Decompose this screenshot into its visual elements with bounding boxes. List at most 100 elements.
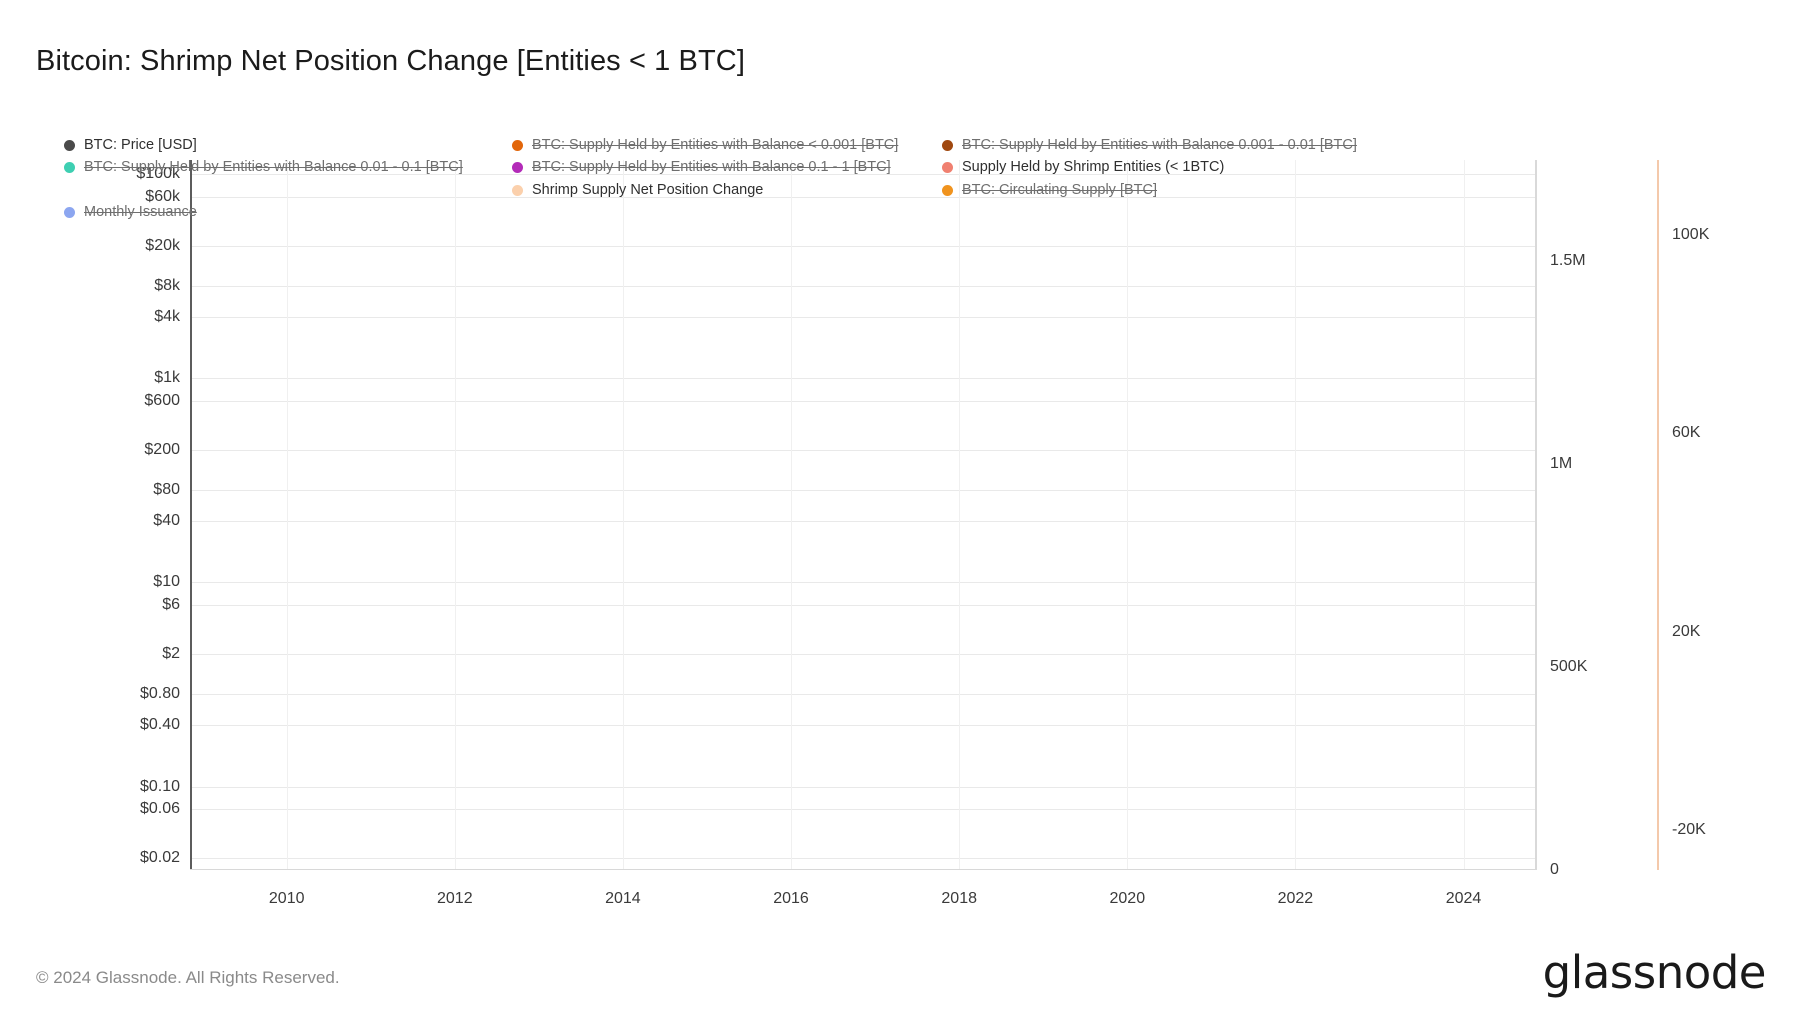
legend-color-dot-icon — [64, 161, 75, 173]
gridline — [190, 582, 1535, 584]
axis-right-secondary-tick-labels: 100K 60K 20K -20K — [1672, 160, 1792, 870]
axis-left-tick: $0.06 — [139, 800, 180, 818]
axis-right-secondary-tick: 20K — [1672, 622, 1701, 640]
gridline — [190, 286, 1535, 288]
axis-left-tick: $100k — [136, 165, 180, 183]
legend-color-dot-icon — [942, 139, 953, 151]
legend-color-dot-icon — [512, 139, 523, 151]
axis-right-primary-tick-labels: 1.5M 1M 500K 0 — [1550, 160, 1670, 878]
legend-item-label: BTC: Supply Held by Entities with Balanc… — [962, 137, 1357, 153]
legend-color-dot-icon — [942, 161, 953, 173]
axis-left-tick: $600 — [144, 392, 180, 409]
gridline — [190, 316, 1535, 318]
axis-x-tick: 2022 — [1277, 890, 1314, 907]
axis-left-tick: $10 — [153, 573, 180, 591]
legend-item[interactable]: BTC: Supply Held by Entities with Balanc… — [512, 160, 891, 175]
gridline — [190, 725, 1535, 727]
legend-color-dot-icon — [64, 139, 75, 151]
axis-left-tick: $0.80 — [139, 685, 180, 703]
legend-item[interactable]: Monthly Issuance — [64, 205, 197, 220]
legend-item[interactable]: BTC: Price [USD] — [64, 138, 197, 153]
axis-right-primary-tick: 1.5M — [1550, 252, 1586, 270]
legend-item-label: BTC: Price [USD] — [84, 137, 197, 153]
gridline — [190, 245, 1535, 247]
axis-left-tick: $4k — [154, 307, 180, 325]
gridline-vertical — [1295, 160, 1297, 870]
legend-color-dot-icon — [64, 206, 75, 218]
legend-item-label: BTC: Circulating Supply [BTC] — [962, 182, 1158, 198]
gridline — [190, 857, 1535, 859]
plot-background — [190, 160, 1535, 870]
axis-left-tick: $0.40 — [139, 716, 180, 734]
page-title: Bitcoin: Shrimp Net Position Change [Ent… — [36, 45, 745, 77]
axis-x-tick: 2020 — [1109, 890, 1146, 907]
legend-color-dot-icon — [942, 184, 953, 196]
axis-right-secondary-tick: -20K — [1672, 821, 1706, 839]
axis-left-tick: $20k — [145, 236, 180, 254]
axis-right-primary-line — [1535, 160, 1537, 870]
axis-right-primary-tick: 0 — [1550, 861, 1559, 878]
gridline — [190, 378, 1535, 380]
axis-x-tick: 2012 — [437, 890, 473, 907]
axis-left-tick: $40 — [153, 512, 180, 529]
axis-x-tick: 2018 — [941, 890, 977, 907]
legend-item-label: Supply Held by Shrimp Entities (< 1BTC) — [962, 159, 1225, 175]
axis-right-secondary-line — [1657, 160, 1659, 870]
legend-color-dot-icon — [512, 161, 523, 173]
axis-x-tick: 2014 — [605, 890, 641, 907]
gridline — [190, 653, 1535, 655]
axis-left-tick: $80 — [153, 481, 180, 499]
axis-left-tick: $0.10 — [139, 777, 180, 795]
axis-x-tick-labels: 2010 2012 2014 2016 2018 2020 2022 2024 — [190, 890, 1535, 920]
axis-right-primary-tick: 500K — [1550, 658, 1588, 676]
legend-item-label: BTC: Supply Held by Entities with Balanc… — [84, 159, 463, 175]
legend-item[interactable]: BTC: Circulating Supply [BTC] — [942, 183, 1157, 198]
axis-right-secondary-tick: 100K — [1672, 225, 1710, 243]
legend-color-dot-icon — [512, 184, 523, 196]
axis-left-tick: $8k — [154, 277, 180, 295]
gridline — [190, 605, 1535, 607]
axis-x-tick: 2016 — [773, 890, 809, 907]
chart-plot-area[interactable] — [190, 160, 1535, 870]
legend-item-label: BTC: Supply Held by Entities with Balanc… — [532, 137, 899, 153]
gridline — [190, 694, 1535, 696]
legend-item[interactable]: BTC: Supply Held by Entities with Balanc… — [942, 138, 1357, 153]
legend-item[interactable]: Supply Held by Shrimp Entities (< 1BTC) — [942, 160, 1224, 175]
gridline — [190, 786, 1535, 788]
axis-bottom-line — [190, 869, 1535, 870]
axis-right-secondary-tick: 60K — [1672, 424, 1701, 442]
gridline-vertical — [622, 160, 624, 870]
legend-item[interactable]: Shrimp Supply Net Position Change — [512, 183, 763, 198]
legend-item-label: BTC: Supply Held by Entities with Balanc… — [532, 159, 891, 175]
footer-copyright: © 2024 Glassnode. All Rights Reserved. — [36, 968, 340, 987]
axis-left-tick: $6 — [162, 596, 180, 614]
axis-x-tick: 2010 — [268, 890, 305, 907]
gridline-vertical — [1463, 160, 1465, 870]
gridline — [190, 809, 1535, 811]
gridline-vertical — [959, 160, 961, 870]
gridline-vertical — [791, 160, 792, 870]
axis-left-tick-labels: $100k $60k $20k $8k $4k $1k $600 $200 $80 $40 $10 $… — [20, 160, 180, 870]
legend-item[interactable]: BTC: Supply Held by Entities with Balanc… — [512, 138, 898, 153]
legend-item[interactable]: BTC: Supply Held by Entities with Balanc… — [64, 160, 463, 175]
gridline-vertical — [286, 160, 288, 870]
axis-left-tick: $0.02 — [139, 848, 180, 866]
axis-left-tick: $200 — [144, 440, 180, 458]
gridline — [190, 196, 1535, 198]
axis-left-line — [190, 160, 192, 870]
axis-right-primary-tick: 1M — [1550, 455, 1573, 473]
gridline — [190, 174, 1535, 176]
gridline — [190, 401, 1535, 402]
gridline — [190, 490, 1535, 492]
legend-item-label: Shrimp Supply Net Position Change — [532, 182, 764, 198]
legend-item-label: Monthly Issuance — [84, 204, 197, 220]
axis-left-tick: $1k — [154, 369, 180, 387]
axis-x-tick: 2024 — [1445, 890, 1482, 907]
gridline — [190, 521, 1535, 522]
glassnode-logo: glassnode — [1542, 946, 1767, 999]
axis-left-tick: $2 — [162, 644, 180, 662]
chart-legend[interactable]: BTC: Price [USD] BTC: Supply Held by Enti… — [64, 138, 1564, 228]
gridline-vertical — [454, 160, 456, 870]
gridline — [190, 449, 1535, 451]
axis-left-tick: $60k — [145, 187, 180, 205]
